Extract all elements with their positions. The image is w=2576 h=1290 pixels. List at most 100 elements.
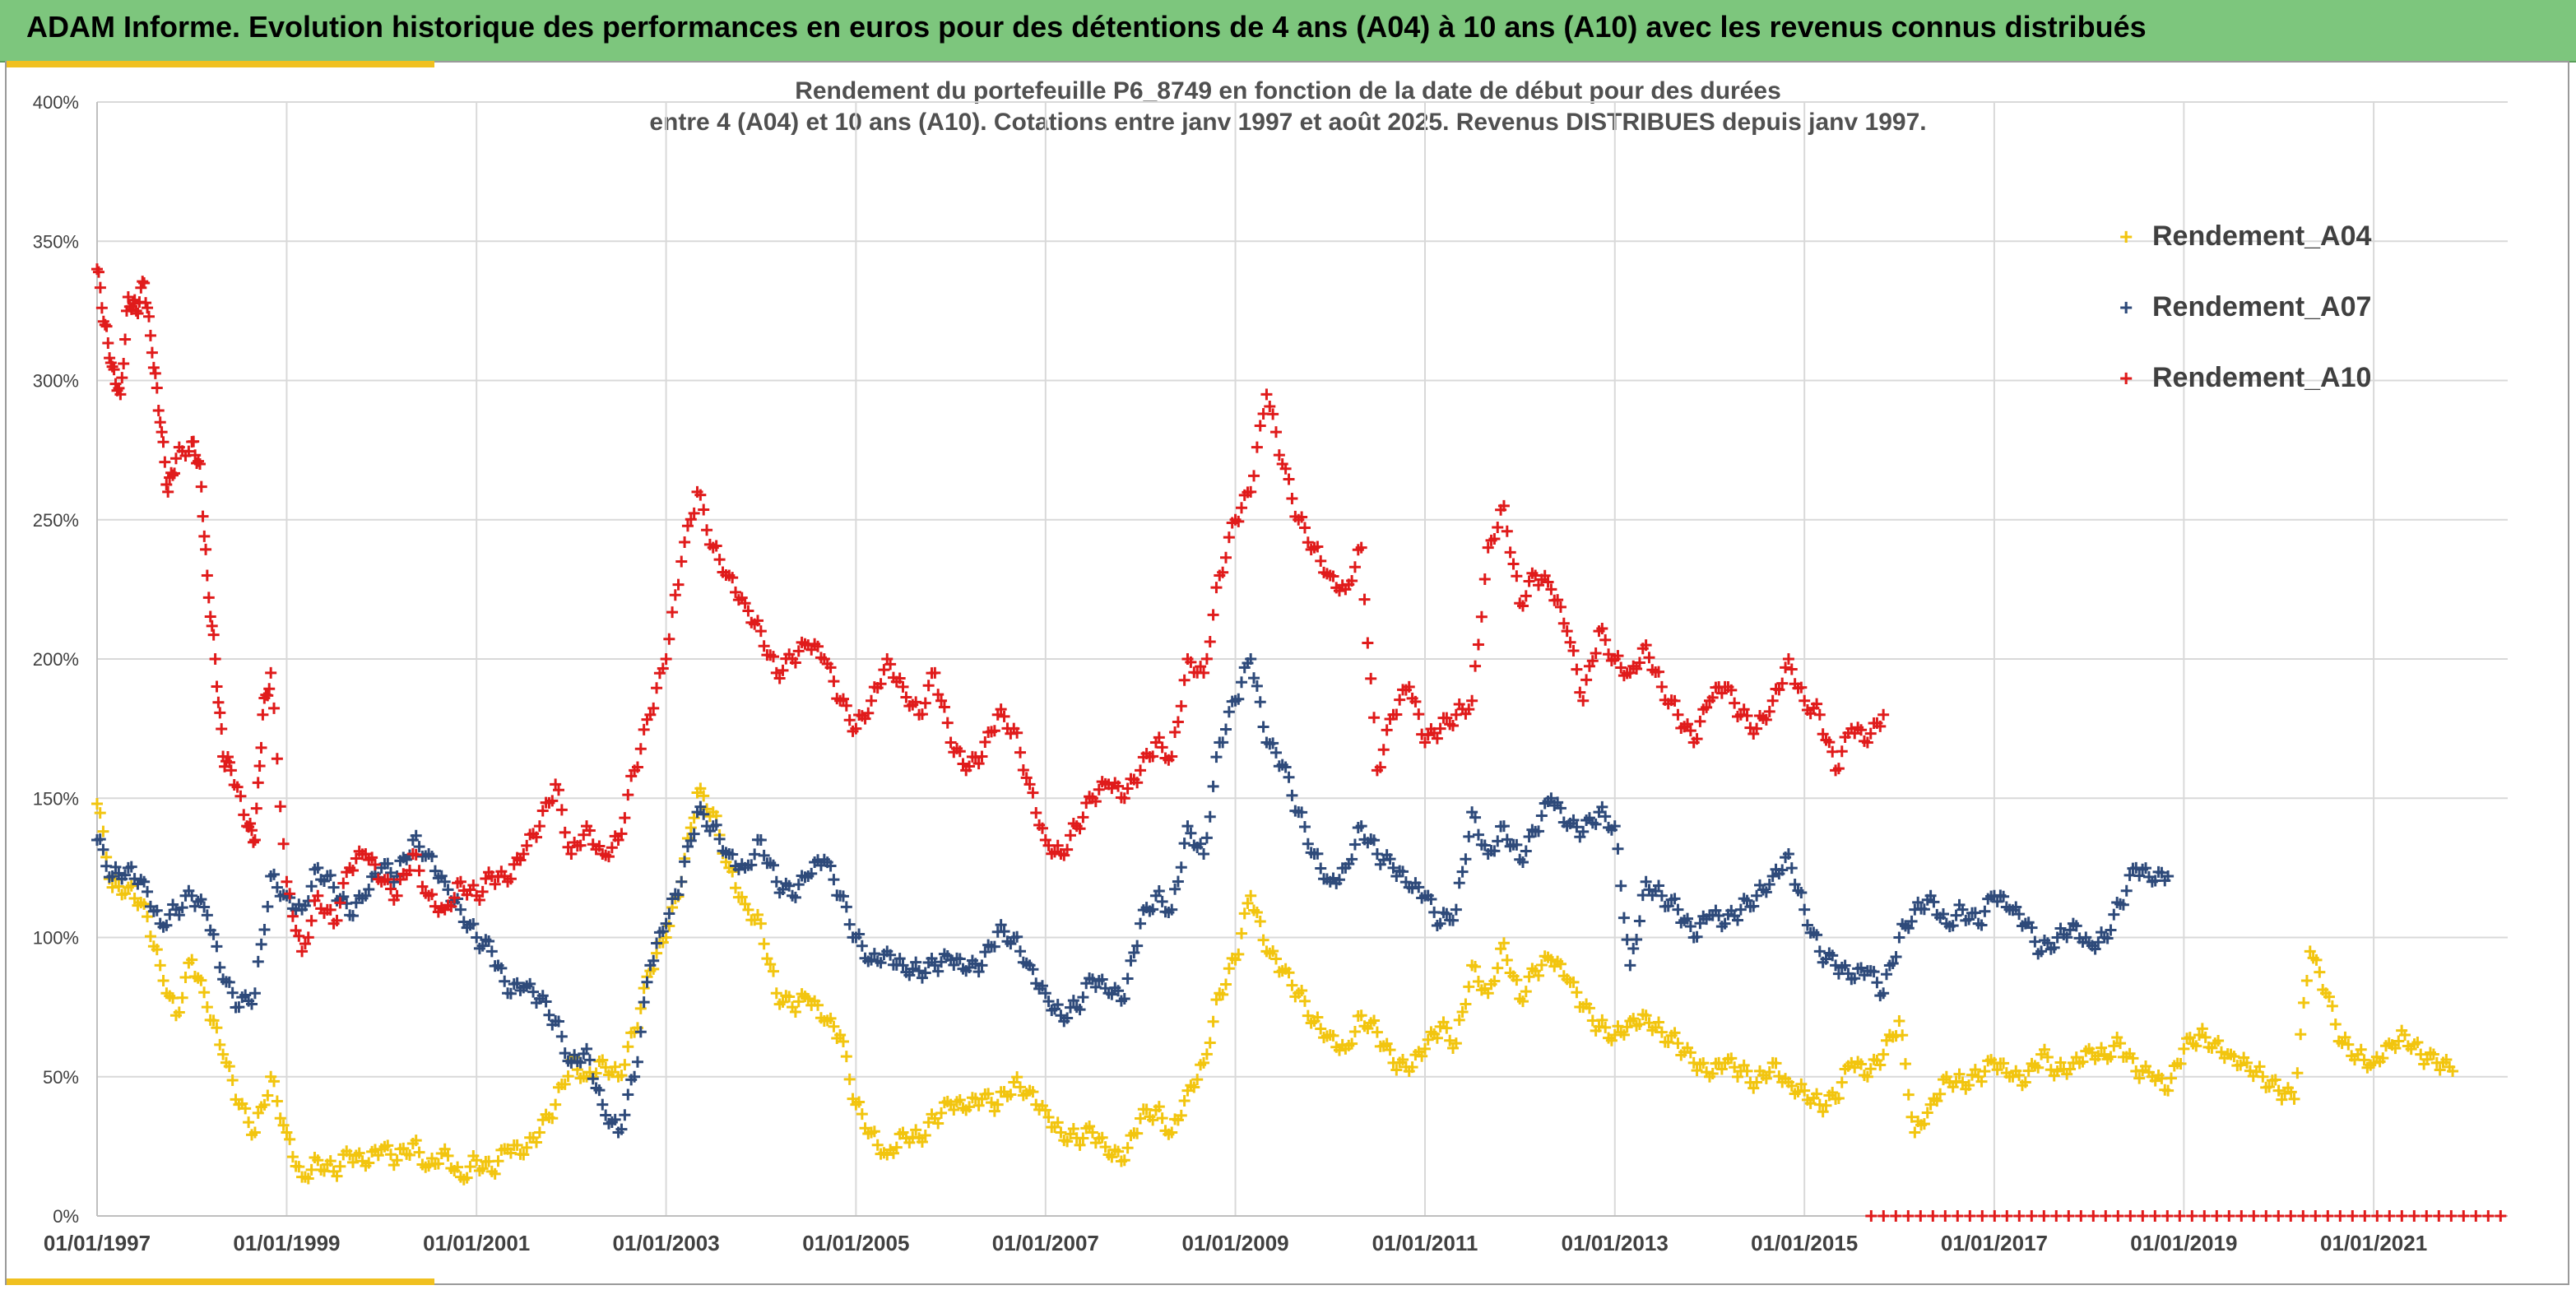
data-point (1776, 677, 1789, 689)
a10-zero-marker (2100, 1210, 2112, 1222)
data-point (1991, 895, 2003, 907)
data-point (1374, 761, 1386, 773)
data-point (991, 1098, 1004, 1111)
data-point (142, 885, 154, 898)
data-point (247, 836, 259, 848)
data-point (442, 884, 454, 896)
data-point (1153, 1101, 1165, 1113)
a10-zero-marker (2038, 1210, 2050, 1222)
data-point (1817, 728, 1829, 740)
a10-zero-marker (2470, 1210, 2482, 1222)
data-point (113, 382, 125, 394)
data-point (138, 875, 151, 888)
data-point (1924, 1098, 1937, 1111)
data-point (211, 680, 223, 693)
data-point (1469, 961, 1482, 973)
data-point (530, 831, 542, 843)
data-point (1969, 907, 1981, 919)
data-point (1691, 930, 1703, 943)
data-point (1495, 943, 1507, 955)
data-point (2029, 935, 2041, 948)
data-point (866, 954, 877, 966)
data-point (2323, 991, 2335, 1003)
data-point (226, 986, 239, 999)
data-point (281, 875, 293, 888)
data-point (897, 1126, 909, 1139)
data-point (271, 753, 283, 765)
data-point (1631, 663, 1643, 675)
data-point (1463, 981, 1475, 993)
data-point (1624, 666, 1636, 679)
data-point (1131, 777, 1144, 789)
data-point (1172, 875, 1184, 888)
data-point (2304, 945, 2316, 958)
data-point (1089, 796, 1102, 808)
data-point (202, 592, 215, 604)
data-point (1042, 1111, 1055, 1123)
data-point (555, 804, 568, 816)
data-point (527, 986, 540, 998)
data-point (843, 918, 856, 930)
data-point (1437, 1016, 1450, 1028)
data-point (1766, 694, 1779, 707)
data-point (2310, 954, 2323, 966)
data-point (1147, 903, 1159, 916)
report-banner-title: ADAM Informe. Evolution historique des p… (26, 10, 2147, 44)
data-point (1131, 1127, 1144, 1139)
data-point (1251, 680, 1263, 692)
data-point (675, 875, 688, 888)
data-point (546, 1112, 559, 1125)
data-point (1384, 1044, 1396, 1056)
data-point (239, 1102, 252, 1115)
data-point (767, 859, 779, 871)
data-point (1836, 745, 1848, 758)
data-point (647, 702, 660, 714)
data-point (1039, 987, 1051, 1000)
data-point (1048, 846, 1061, 858)
data-point (248, 987, 261, 1000)
chart-title: Rendement du portefeuille P6_8749 en fon… (0, 76, 2576, 138)
data-point (536, 990, 549, 1002)
data-point (1200, 652, 1213, 665)
data-point (1621, 1021, 1633, 1033)
data-point (1172, 716, 1184, 728)
data-point (2178, 1042, 2190, 1055)
data-point (963, 760, 976, 773)
data-point (1751, 889, 1763, 902)
data-point (910, 1124, 922, 1136)
data-point (862, 707, 875, 719)
data-point (1223, 963, 1235, 975)
data-point (1242, 897, 1254, 909)
data-point (508, 858, 520, 870)
data-point (1893, 931, 1905, 944)
data-point (1286, 493, 1298, 505)
data-point (1223, 706, 1235, 718)
data-point (1055, 1126, 1067, 1139)
data-point (1463, 703, 1475, 716)
data-point (214, 961, 226, 973)
data-point (995, 703, 1007, 716)
data-point (777, 995, 789, 1008)
data-point (1286, 979, 1298, 991)
data-point (284, 888, 296, 900)
data-point (151, 944, 163, 956)
data-point (483, 935, 495, 948)
data-point (214, 1038, 226, 1051)
data-point (1682, 718, 1693, 731)
data-point (363, 884, 375, 896)
data-point (144, 329, 156, 341)
data-point (1492, 522, 1504, 534)
data-point (360, 847, 372, 860)
data-point (1232, 515, 1245, 527)
data-point (574, 1056, 587, 1069)
data-point (1397, 1053, 1409, 1065)
data-point (1603, 648, 1615, 661)
data-point (2010, 901, 2022, 913)
data-point (660, 931, 672, 944)
data-point (138, 277, 151, 290)
data-point (1741, 710, 1753, 722)
report-banner: ADAM Informe. Evolution historique des p… (0, 0, 2576, 63)
data-point (552, 784, 564, 796)
data-point (214, 707, 226, 719)
data-point (1431, 1032, 1443, 1044)
